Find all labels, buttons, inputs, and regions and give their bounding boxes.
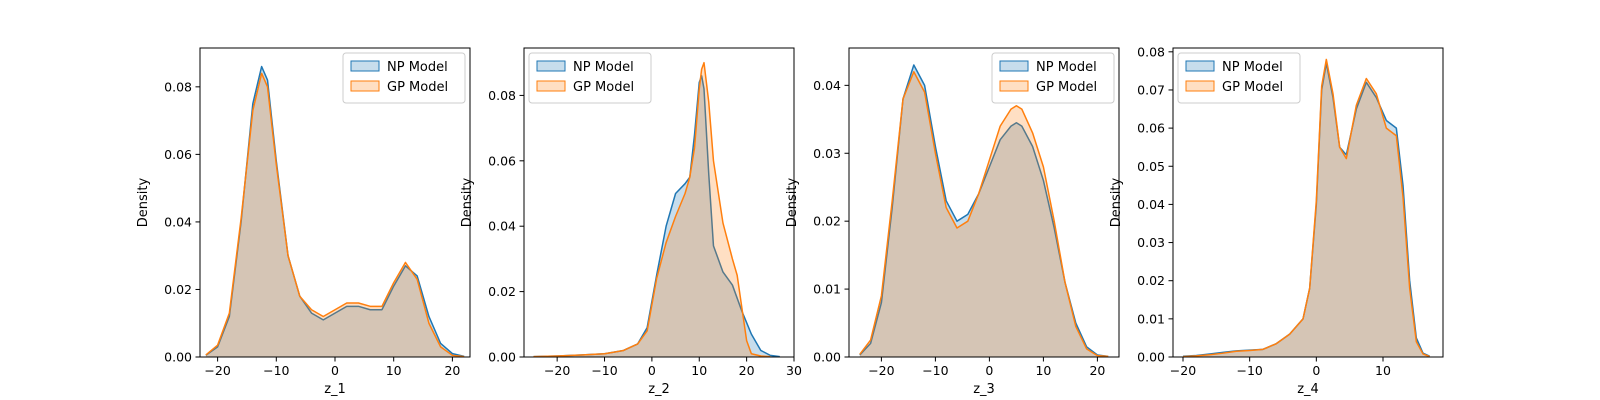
subplot-3-ytick-label: 0.02 (813, 214, 841, 229)
subplot-2-legend: NP Model GP Model (528, 52, 652, 104)
subplot-4-xlabel: z_4 (1297, 382, 1319, 397)
subplot-4: −20 −10 0 10 0.00 0.01 0.02 0.03 0.04 0.05 0.06 0.0… (1109, 44, 1444, 397)
subplot-1-xtick-label: 20 (444, 363, 460, 378)
subplot-2-xtick-label: 10 (691, 363, 707, 378)
subplot-1-legend-label-gp-model: GP Model (387, 80, 448, 95)
subplot-3-legend-label-np-model: NP Model (1036, 60, 1097, 75)
subplot-1-xtick-label: −10 (263, 363, 289, 378)
subplot-2-legend-label-gp-model: GP Model (573, 80, 634, 95)
subplot-4-frame (1172, 47, 1444, 358)
subplot-2-xtick-label: −20 (544, 363, 570, 378)
subplot-3-np-model-area (859, 64, 1109, 357)
subplot-1-ytick-label: 0.08 (164, 79, 192, 94)
subplot-3-xlabel: z_3 (973, 382, 995, 397)
subplot-4-ylabel: Density (1109, 177, 1124, 227)
subplot-3-xtick-label: 10 (1035, 363, 1051, 378)
subplot-3-ytick-label: 0.00 (813, 350, 841, 365)
subplot-1-xtick-label: 10 (386, 363, 402, 378)
subplot-4-gp-model-line (1182, 58, 1430, 358)
subplot-4-ytick-label: 0.05 (1137, 159, 1165, 174)
subplot-1-ytick-label: 0.02 (164, 282, 192, 297)
subplot-3-xtick-label: −10 (922, 363, 948, 378)
subplot-4-np-model-area (1183, 63, 1430, 357)
subplot-3-xtick-label: 0 (985, 363, 993, 378)
subplot-3-ytick-label: 0.01 (813, 282, 841, 297)
subplot-4-ytick-label: 0.03 (1137, 235, 1165, 250)
subplot-4-legend-swatch-gp-model (1185, 80, 1215, 92)
subplot-4-ytick-label: 0.00 (1137, 350, 1165, 365)
subplot-3-gp-model-area (859, 71, 1109, 358)
subplot-2-legend-swatch-np-model (536, 60, 566, 72)
subplot-1-gp-model-line (205, 72, 465, 358)
subplot-2-ytick-label: 0.08 (488, 88, 516, 103)
subplot-1-legend: NP Model GP Model (342, 52, 466, 104)
subplot-2-ytick-label: 0.06 (488, 153, 516, 168)
subplot-1-np-model-area (205, 66, 465, 357)
subplot-1-ytick-label: 0.06 (164, 147, 192, 162)
subplot-3-ytick-label: 0.03 (813, 146, 841, 161)
subplot-4-legend-label-np-model: NP Model (1222, 60, 1283, 75)
subplot-4-legend-label-gp-model: GP Model (1222, 80, 1283, 95)
subplot-2-ytick-label: 0.00 (488, 350, 516, 365)
subplot-3-legend: NP Model GP Model (991, 52, 1115, 104)
subplot-1-legend-label-np-model: NP Model (387, 60, 448, 75)
subplot-2-xtick-label: −10 (591, 363, 617, 378)
subplot-2-xtick-label: 20 (739, 363, 755, 378)
subplot-4-xtick-label: 10 (1375, 363, 1391, 378)
subplot-4-ytick-label: 0.07 (1137, 82, 1165, 97)
subplot-2-xtick-label: 0 (648, 363, 656, 378)
subplot-2-xlabel: z_2 (648, 382, 670, 397)
subplot-3-frame (848, 47, 1120, 358)
subplot-4-xtick-label: 0 (1312, 363, 1320, 378)
subplot-2-ylabel: Density (460, 177, 475, 227)
subplot-3-legend-swatch-gp-model (999, 80, 1029, 92)
subplot-4-ytick-label: 0.08 (1137, 44, 1165, 59)
subplot-2-gp-model-line (533, 61, 771, 358)
subplot-1-xlabel: z_1 (324, 382, 346, 397)
subplot-2: −20 −10 0 10 20 30 0.00 0.02 0.04 0.06 0.08 z_2 Dens… (460, 47, 802, 397)
subplot-1-ytick-label: 0.00 (164, 350, 192, 365)
subplot-4-xtick-label: −10 (1236, 363, 1262, 378)
subplot-3-legend-label-gp-model: GP Model (1036, 80, 1097, 95)
subplot-1-legend-swatch-np-model (350, 60, 380, 72)
subplot-3-ylabel: Density (785, 177, 800, 227)
subplot-1: −20 −10 0 10 20 0.00 0.02 0.04 0.06 0.08 z_1 Densit… (136, 47, 471, 397)
subplot-2-legend-swatch-gp-model (536, 80, 566, 92)
subplot-3-ytick-label: 0.04 (813, 78, 841, 93)
subplot-2-frame (523, 47, 795, 358)
subplot-1-legend-swatch-gp-model (350, 80, 380, 92)
subplot-1-xtick-label: −20 (204, 363, 230, 378)
subplot-2-np-model-area (533, 75, 780, 357)
subplot-2-legend-label-np-model: NP Model (573, 60, 634, 75)
subplot-3: −20 −10 0 10 20 0.00 0.01 0.02 0.03 0.04 z_3 Densit… (785, 47, 1120, 397)
subplot-4-xtick-label: −20 (1170, 363, 1196, 378)
subplot-3-xtick-label: −20 (868, 363, 894, 378)
subplot-3-legend-swatch-np-model (999, 60, 1029, 72)
subplot-2-ytick-label: 0.02 (488, 284, 516, 299)
subplot-4-ytick-label: 0.06 (1137, 121, 1165, 136)
subplot-1-ylabel: Density (136, 177, 151, 227)
subplot-1-ytick-label: 0.04 (164, 214, 192, 229)
subplot-4-ytick-label: 0.02 (1137, 273, 1165, 288)
subplot-4-legend-swatch-np-model (1185, 60, 1215, 72)
subplot-3-xtick-label: 20 (1089, 363, 1105, 378)
subplot-2-xtick-label: 30 (786, 363, 802, 378)
subplot-4-ytick-label: 0.01 (1137, 311, 1165, 326)
subplot-1-xtick-label: 0 (331, 363, 339, 378)
subplot-4-legend: NP Model GP Model (1177, 52, 1301, 104)
subplot-3-gp-model-line (859, 71, 1109, 358)
subplot-1-gp-model-area (205, 73, 465, 357)
subplot-4-ytick-label: 0.04 (1137, 197, 1165, 212)
subplot-4-gp-model-area (1183, 59, 1430, 357)
subplot-2-ytick-label: 0.04 (488, 219, 516, 234)
